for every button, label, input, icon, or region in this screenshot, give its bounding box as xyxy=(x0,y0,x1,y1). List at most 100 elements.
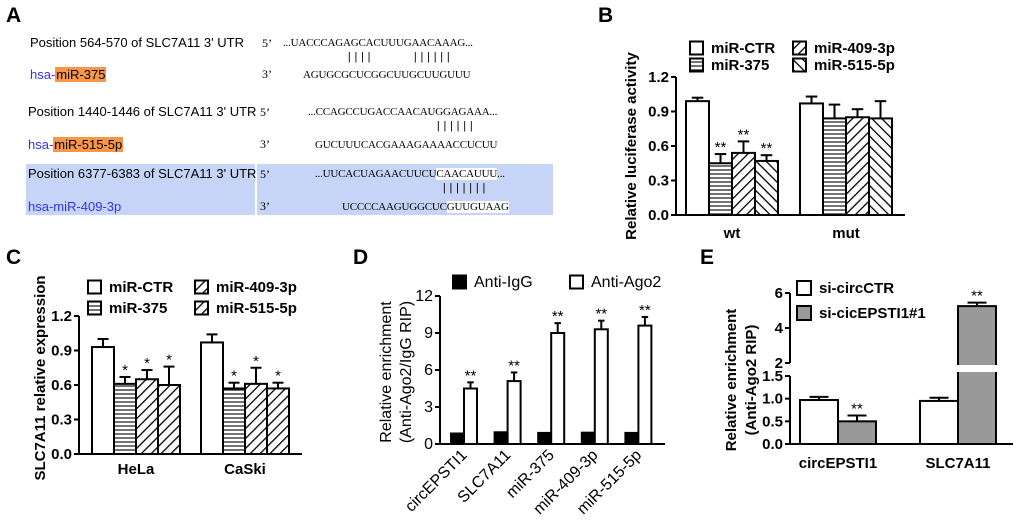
utr-position: Position 1440-1446 of SLC7A11 3' UTR xyxy=(28,104,257,119)
mirna-label: hsa-miR-515-5p xyxy=(28,137,124,153)
mirna-label: hsa-miR-375 xyxy=(30,67,107,83)
x-category-label: circEPSTI1 xyxy=(402,447,471,516)
legend-label: miR-CTR xyxy=(711,40,775,57)
bar xyxy=(731,151,756,216)
significance-marker: * xyxy=(144,355,150,372)
bar xyxy=(506,380,522,446)
three-prime-label: 3’ xyxy=(260,199,270,213)
utr-sequence: ...UUCACUAGAACUUCUCAACAUUU... xyxy=(315,166,505,182)
base-pairing: |||| |||||| xyxy=(346,52,452,64)
y-tick-label: 0.5 xyxy=(762,413,783,430)
x-category-label: circEPSTI1 xyxy=(799,455,877,472)
bar xyxy=(868,117,893,216)
legend-swatch xyxy=(87,300,102,316)
mirna-label: hsa-miR-409-3p xyxy=(28,199,121,215)
legend-swatch xyxy=(792,57,807,73)
bar xyxy=(222,387,246,456)
five-prime-label: 5’ xyxy=(260,105,270,119)
bar xyxy=(637,324,653,446)
significance-marker: ** xyxy=(761,140,773,157)
y-tick-label: 1.0 xyxy=(762,391,783,408)
y-tick-label: 6 xyxy=(424,362,433,379)
bar xyxy=(266,387,290,456)
mirna-prefix: hsa- xyxy=(28,199,54,214)
significance-marker: ** xyxy=(715,139,727,156)
significance-marker: ** xyxy=(971,288,983,305)
three-prime-label: 3’ xyxy=(262,67,272,81)
legend-label: miR-375 xyxy=(109,300,167,317)
significance-marker: ** xyxy=(508,357,520,374)
mirna-prefix: hsa- xyxy=(28,137,54,152)
bar xyxy=(450,432,465,445)
panel-label-c: C xyxy=(6,246,22,269)
bar xyxy=(837,420,877,446)
utr-position: Position 6377-6383 of SLC7A11 3' UTR xyxy=(28,166,257,181)
y-tick-label: 1.2 xyxy=(648,69,669,86)
y-tick-label: 0.9 xyxy=(51,343,72,360)
legend-swatch xyxy=(796,280,812,296)
five-prime-label: 5’ xyxy=(262,36,272,50)
utr-seed-highlight: CAACAUUU xyxy=(436,168,498,180)
legend-swatch xyxy=(87,279,102,295)
y-axis-label: (Anti-Ago2/IgG RIP) xyxy=(398,301,415,443)
y-tick-label: 1.5 xyxy=(762,368,783,385)
bar xyxy=(580,431,596,445)
bar xyxy=(799,399,839,446)
legend-label: miR-375 xyxy=(711,57,769,74)
bar xyxy=(685,100,710,216)
bar xyxy=(113,382,137,456)
legend-swatch xyxy=(452,274,467,290)
y-tick-label: 0 xyxy=(424,436,433,453)
bar xyxy=(537,431,553,445)
x-category-label: SLC7A11 xyxy=(925,455,990,472)
panel-label-e: E xyxy=(700,246,715,269)
utr-seq-part: ...UUCACUAGAACUUCU xyxy=(315,168,437,180)
x-category-label: CaSki xyxy=(224,461,266,478)
legend-swatch xyxy=(689,40,704,56)
panel-label-a: A xyxy=(6,4,22,27)
bar xyxy=(135,378,159,455)
legend-label: miR-CTR xyxy=(109,279,173,296)
utr-sequence: ...CCAGCCUGACCAACAUGGAGAAA... xyxy=(308,106,498,118)
significance-marker: * xyxy=(166,352,172,369)
y-tick-label: 6 xyxy=(775,285,783,302)
x-category-label: wt xyxy=(723,225,741,242)
y-axis-label: Relative enrichment xyxy=(378,301,395,443)
bar xyxy=(708,162,733,216)
y-tick-label: 2 xyxy=(775,355,783,372)
legend-label: miR-409-3p xyxy=(216,279,297,296)
y-tick-label: 0.9 xyxy=(648,104,669,121)
bar xyxy=(799,102,824,216)
bar xyxy=(754,159,779,216)
y-tick-label: 0.0 xyxy=(51,446,72,463)
bar xyxy=(493,431,509,445)
five-prime-label: 5’ xyxy=(260,167,270,181)
mirna-seed-highlight: GUUGUAAG xyxy=(446,201,509,213)
significance-marker: ** xyxy=(639,302,651,319)
legend-label: miR-515-5p xyxy=(814,57,895,74)
y-tick-label: 3 xyxy=(424,399,433,416)
significance-marker: * xyxy=(231,368,237,385)
legend-label: si-cicEPSTI1#1 xyxy=(819,305,926,322)
significance-marker: ** xyxy=(552,308,564,325)
y-axis-label: (Anti-Ago2 RIP) xyxy=(743,325,760,436)
mirna-name: miR-515-5p xyxy=(53,137,124,152)
legend-swatch xyxy=(792,40,807,56)
y-axis-label: Relative enrichment xyxy=(723,309,740,452)
utr-seq-suffix: ... xyxy=(497,168,505,180)
bar xyxy=(463,387,478,445)
mirna-prefix: hsa- xyxy=(30,67,56,82)
y-tick-label: 0.0 xyxy=(762,436,783,453)
legend-label: Anti-IgG xyxy=(474,274,533,291)
mirna-sequence: AGUGCGCUCGGCUUGCUUGUUU xyxy=(303,69,471,81)
bar xyxy=(919,399,959,445)
mirna-sequence: UCCCCAAGUGGCUCGUUGUAAG xyxy=(342,199,509,215)
axis-break-gap xyxy=(782,365,1015,372)
legend-label: si-circCTR xyxy=(819,280,894,297)
x-category-label: HeLa xyxy=(118,461,155,478)
bar xyxy=(845,116,870,216)
bar xyxy=(200,341,224,456)
mirna-name: miR-375 xyxy=(55,67,107,82)
significance-marker: ** xyxy=(738,126,750,143)
significance-marker: ** xyxy=(851,400,863,417)
